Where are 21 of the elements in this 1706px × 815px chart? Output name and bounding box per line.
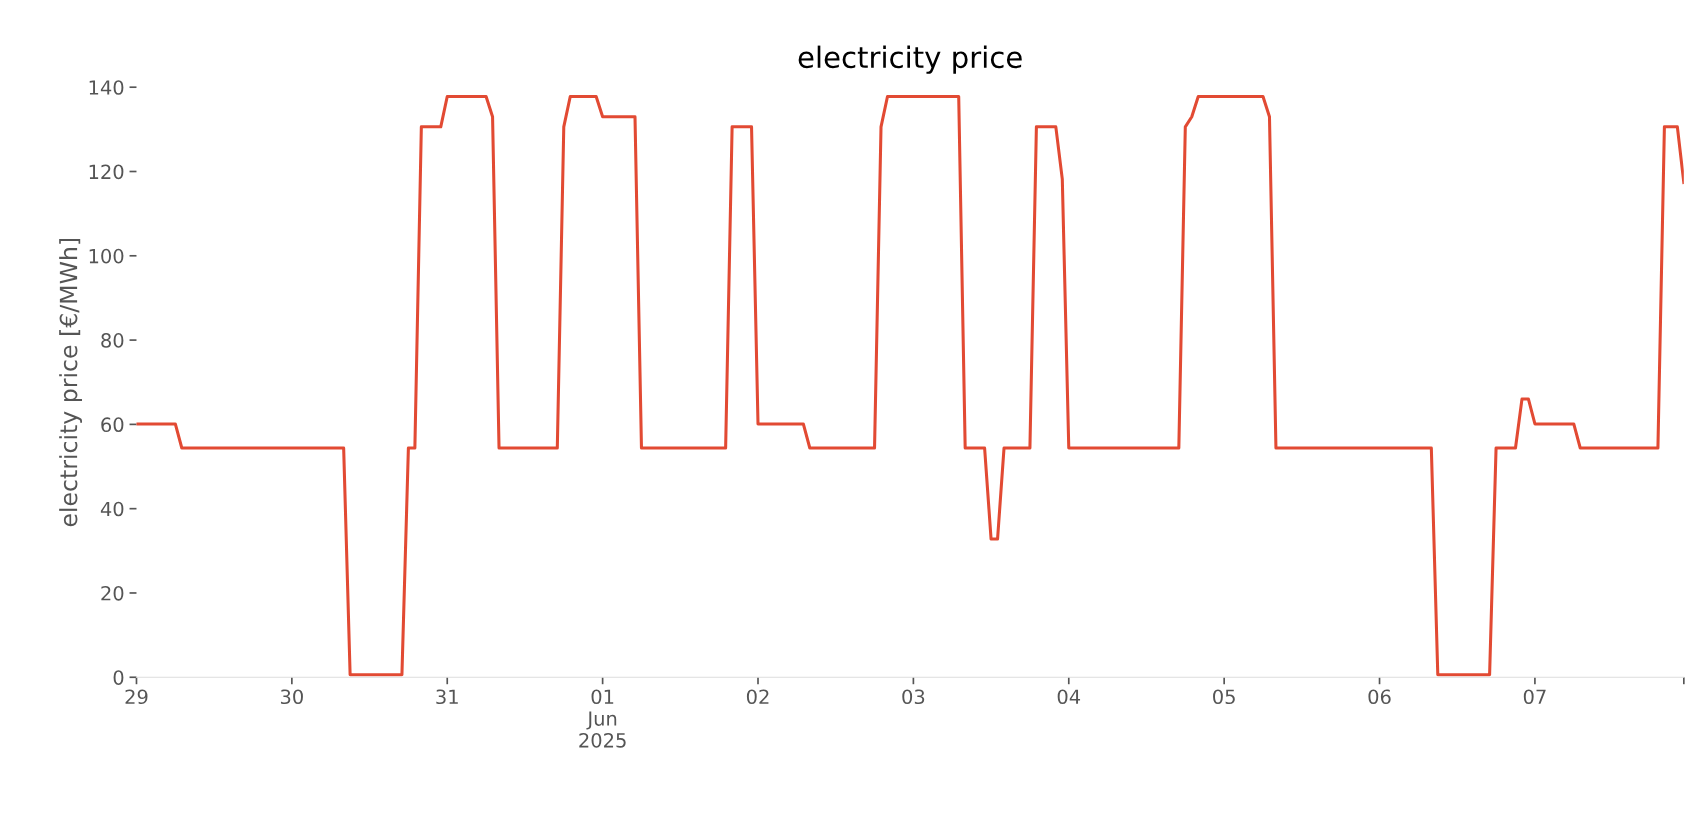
y-axis-title: electricity price [€/MWh] [59,238,82,527]
x-tick-label: 30 [280,689,303,705]
x-tick-label: 04 [1057,689,1081,705]
x-tick-label: 02 [746,689,769,705]
x-tick-label: 01 Jun 2025 [579,689,626,748]
x-tick-label: 31 [436,689,458,705]
y-tick-label: 120 [89,164,124,180]
y-tick-label: 0 [113,670,124,685]
y-tick-label: 20 [101,585,124,601]
y-tick-label: 80 [101,333,124,348]
y-tick-label: 60 [101,417,124,433]
x-tick-label: 06 [1368,689,1391,705]
y-tick-label: 40 [100,501,124,517]
x-tick-label: 03 [902,689,925,705]
y-tick-label: 100 [89,248,124,264]
x-tick-label: 05 [1213,689,1235,705]
y-tick-label: 140 [89,80,124,95]
line-series [136,94,1684,677]
chart-title: electricity price [798,45,1022,74]
x-tick-label: 07 [1523,689,1546,705]
x-tick-label: 29 [125,689,148,705]
